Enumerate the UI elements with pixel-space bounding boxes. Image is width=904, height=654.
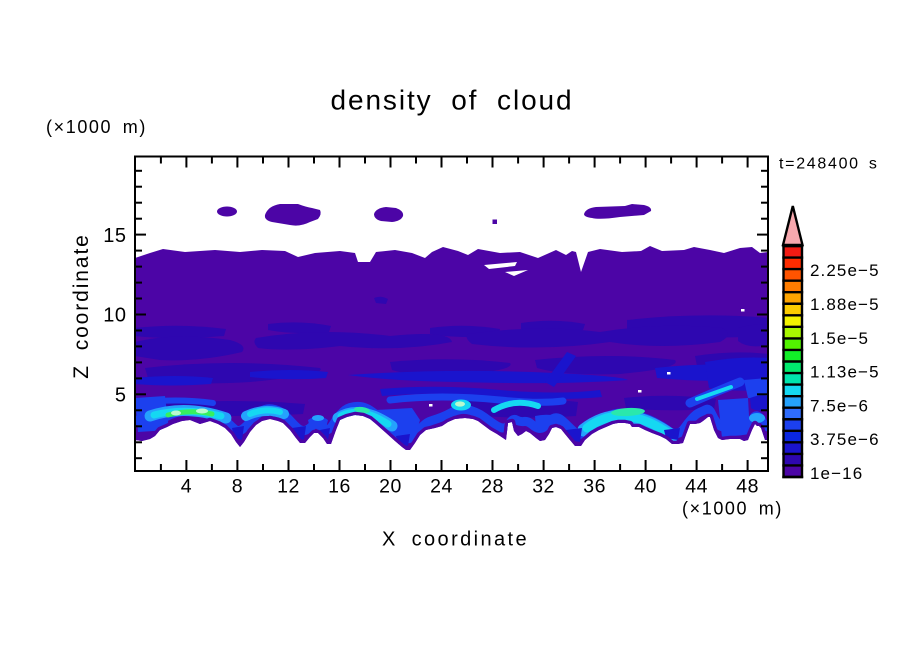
svg-text:1.88e−5: 1.88e−5 — [810, 295, 880, 314]
svg-text:5: 5 — [115, 385, 127, 407]
svg-text:t=248400 s: t=248400 s — [779, 156, 879, 173]
svg-text:28: 28 — [481, 476, 504, 498]
svg-text:10: 10 — [103, 305, 126, 327]
svg-text:32: 32 — [532, 476, 555, 498]
svg-text:8: 8 — [232, 476, 243, 498]
svg-text:density of cloud: density of cloud — [331, 85, 574, 116]
svg-text:(×1000 m): (×1000 m) — [46, 117, 147, 137]
svg-text:2.25e−5: 2.25e−5 — [810, 261, 880, 280]
svg-text:44: 44 — [685, 476, 708, 498]
svg-text:15: 15 — [103, 225, 126, 247]
svg-text:20: 20 — [379, 476, 402, 498]
svg-text:40: 40 — [634, 476, 657, 498]
svg-text:24: 24 — [430, 476, 453, 498]
svg-text:(×1000 m): (×1000 m) — [682, 499, 783, 519]
svg-text:48: 48 — [736, 476, 759, 498]
svg-text:1e−16: 1e−16 — [810, 464, 863, 483]
svg-text:3.75e−6: 3.75e−6 — [810, 430, 880, 449]
svg-text:16: 16 — [328, 476, 351, 498]
svg-text:4: 4 — [181, 476, 192, 498]
svg-text:7.5e−6: 7.5e−6 — [810, 396, 869, 415]
svg-text:36: 36 — [583, 476, 606, 498]
svg-text:1.13e−5: 1.13e−5 — [810, 363, 880, 382]
svg-text:12: 12 — [277, 476, 300, 498]
svg-text:1.5e−5: 1.5e−5 — [810, 329, 869, 348]
svg-text:Z coordinate: Z coordinate — [70, 233, 93, 379]
svg-text:X coordinate: X coordinate — [382, 529, 529, 551]
